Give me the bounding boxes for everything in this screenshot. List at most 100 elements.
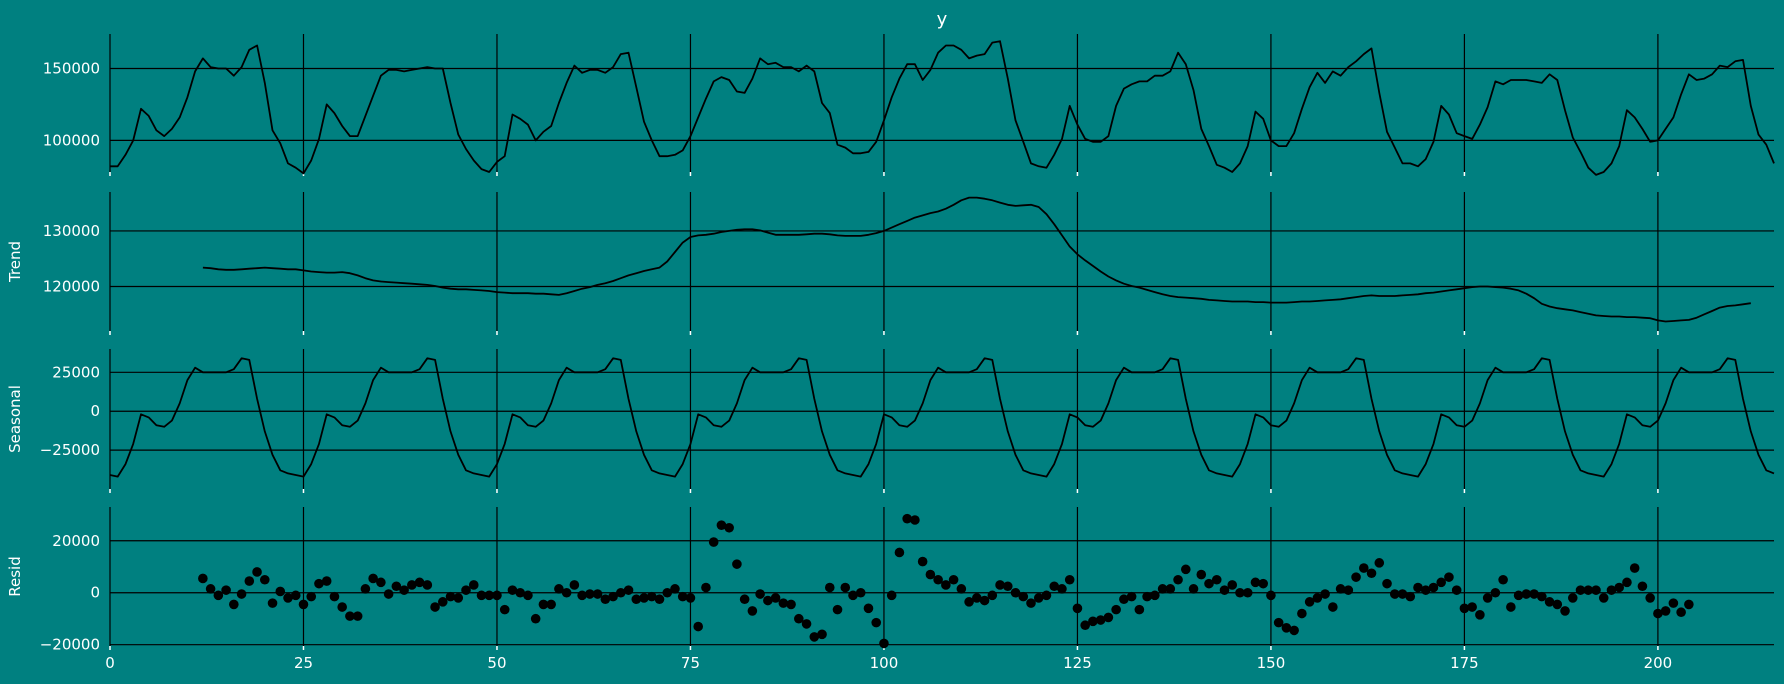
resid-point	[1041, 590, 1052, 601]
resid-point	[1513, 590, 1524, 601]
resid-point	[376, 577, 386, 588]
resid-point	[1258, 578, 1268, 589]
resid-point	[577, 590, 587, 601]
resid-point	[639, 593, 649, 603]
resid-point	[1529, 589, 1539, 599]
resid-point	[561, 587, 572, 598]
resid-point	[198, 573, 208, 584]
resid-point	[1320, 589, 1330, 599]
resid-point	[1173, 574, 1183, 585]
y-tick-label: 0	[90, 402, 100, 420]
resid-point	[1119, 594, 1129, 605]
x-tick-label: 100	[870, 654, 899, 672]
resid-point	[1227, 580, 1238, 590]
resid-point	[817, 629, 827, 640]
x-tick-label: 0	[105, 654, 115, 672]
resid-point	[1095, 615, 1106, 625]
y-tick-label: −25000	[40, 441, 100, 459]
resid-point	[252, 567, 262, 577]
panel-seasonal: −25000 0 25000 Seasonal	[6, 349, 1775, 493]
resid-point	[863, 603, 874, 614]
resid-point	[1312, 593, 1323, 603]
resid-point	[1366, 568, 1377, 579]
resid-point	[1668, 598, 1679, 608]
y-axis-label: Trend	[6, 241, 24, 283]
resid-point	[329, 591, 340, 602]
resid-point	[801, 619, 812, 629]
resid-point	[1289, 625, 1299, 636]
resid-point	[1444, 572, 1454, 582]
resid-point	[677, 591, 688, 602]
resid-point	[213, 590, 224, 601]
resid-point	[352, 611, 363, 621]
resid-point	[1188, 584, 1199, 594]
resid-point	[1482, 593, 1493, 603]
resid-point	[1606, 585, 1617, 595]
x-tick-label: 25	[294, 654, 313, 672]
resid-point	[1575, 585, 1586, 595]
resid-point	[290, 590, 301, 601]
resid-point	[701, 582, 711, 593]
resid-point	[1490, 587, 1501, 598]
resid-point	[1057, 584, 1067, 594]
resid-point	[314, 578, 324, 589]
panel-trend: 120000 130000 Trend	[6, 192, 1774, 335]
resid-point	[492, 590, 502, 601]
resid-point	[298, 599, 309, 610]
x-tick-label: 175	[1450, 654, 1479, 672]
resid-point	[1049, 581, 1060, 592]
resid-point	[1142, 591, 1152, 602]
resid-point	[1583, 585, 1594, 595]
resid-point	[1614, 582, 1625, 593]
resid-point	[244, 576, 255, 586]
resid-point	[1676, 607, 1686, 618]
resid-point	[1637, 581, 1648, 592]
x-tick-label: 125	[1063, 654, 1092, 672]
resid-point	[1235, 587, 1245, 598]
resid-point	[337, 602, 347, 612]
resid-point	[662, 587, 673, 598]
resid-point	[430, 602, 440, 612]
resid-point	[732, 559, 742, 569]
resid-point	[530, 613, 541, 624]
y-tick-label: 150000	[43, 60, 100, 78]
resid-point	[592, 589, 603, 599]
trend-series-line	[202, 196, 1751, 323]
resid-point	[438, 597, 448, 607]
panel-resid: −20000 0 20000 Resid	[6, 507, 1774, 654]
resid-point	[1467, 602, 1477, 612]
resid-point	[321, 576, 332, 586]
resid-point	[1598, 593, 1609, 603]
resid-point	[693, 621, 704, 632]
resid-point	[1157, 584, 1168, 594]
resid-point	[1428, 582, 1439, 593]
resid-point	[685, 593, 696, 603]
resid-point	[1405, 591, 1416, 602]
resid-point	[468, 580, 479, 590]
resid-point	[1374, 558, 1385, 568]
resid-point	[1250, 577, 1261, 588]
resid-point	[616, 587, 626, 598]
resid-point	[445, 591, 456, 602]
resid-point	[1204, 578, 1214, 589]
resid-point	[646, 591, 657, 602]
resid-point	[786, 599, 796, 610]
panels-group: 100000150000120000130000Trend−2500002500…	[6, 34, 1775, 672]
resid-point	[407, 580, 417, 590]
resid-point	[832, 604, 843, 615]
resid-point	[941, 580, 951, 590]
resid-point	[824, 582, 835, 593]
resid-point	[1622, 577, 1632, 588]
resid-point	[933, 574, 943, 585]
resid-point	[1591, 585, 1601, 595]
resid-point	[1165, 584, 1176, 594]
resid-point	[1436, 577, 1446, 588]
resid-point	[1560, 606, 1570, 616]
resid-point	[546, 599, 556, 610]
observed-series-line	[110, 40, 1775, 176]
resid-point	[1475, 610, 1485, 620]
resid-point	[1196, 569, 1207, 580]
resid-point	[917, 556, 928, 567]
resid-point	[1645, 593, 1655, 603]
